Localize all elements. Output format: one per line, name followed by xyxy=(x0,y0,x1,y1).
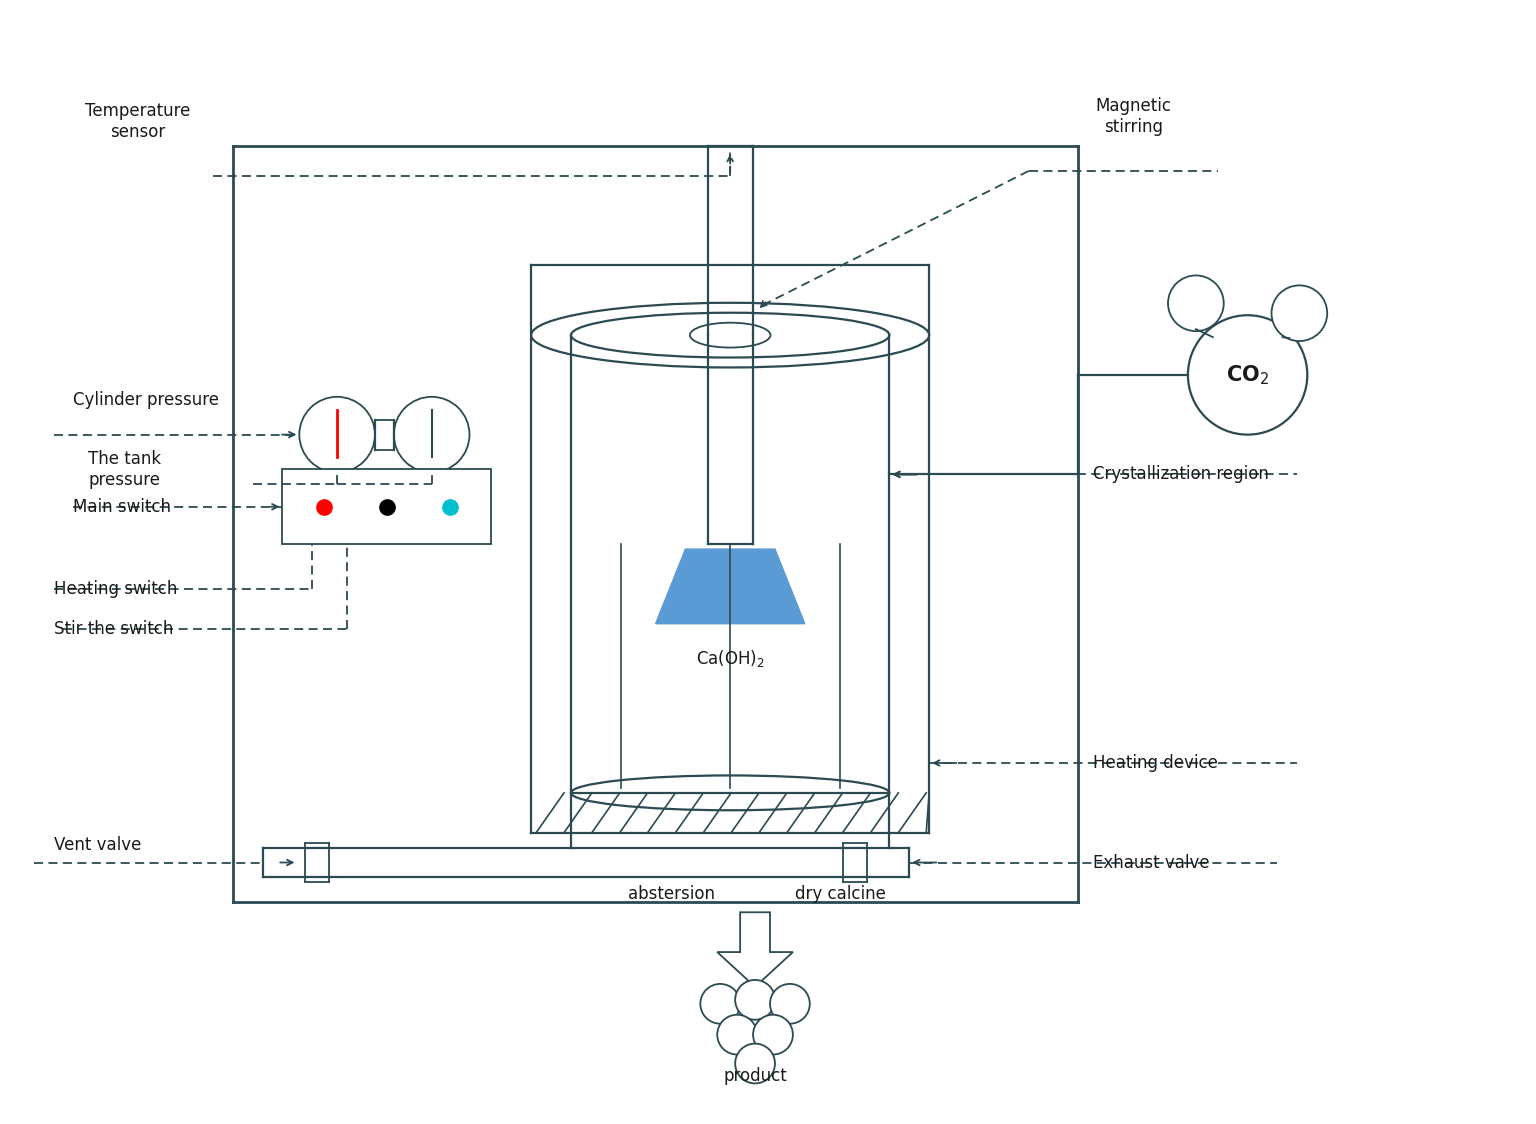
Circle shape xyxy=(700,984,740,1024)
Circle shape xyxy=(736,1043,776,1084)
Text: Main switch: Main switch xyxy=(74,498,172,516)
Circle shape xyxy=(770,984,809,1024)
Text: product: product xyxy=(723,1068,786,1086)
Text: Heating device: Heating device xyxy=(1094,754,1218,772)
Circle shape xyxy=(1272,285,1327,341)
Text: dry calcine: dry calcine xyxy=(794,886,886,904)
Text: Vent valve: Vent valve xyxy=(54,835,141,853)
Text: CO$_2$: CO$_2$ xyxy=(1226,363,1269,387)
Circle shape xyxy=(717,1015,757,1054)
Text: The tank
pressure: The tank pressure xyxy=(89,450,161,489)
Text: Temperature
sensor: Temperature sensor xyxy=(86,102,190,140)
Text: Magnetic
stirring: Magnetic stirring xyxy=(1095,97,1170,136)
Circle shape xyxy=(1167,275,1224,332)
Circle shape xyxy=(300,397,375,472)
Text: Ca(OH)$_2$: Ca(OH)$_2$ xyxy=(696,649,765,669)
Text: Heating switch: Heating switch xyxy=(54,580,177,598)
Polygon shape xyxy=(717,913,793,987)
Text: abstersion: abstersion xyxy=(628,886,716,904)
Polygon shape xyxy=(656,549,805,624)
Circle shape xyxy=(753,1015,793,1054)
Text: Stir the switch: Stir the switch xyxy=(54,619,174,637)
Text: Crystallization region: Crystallization region xyxy=(1094,465,1269,483)
Circle shape xyxy=(1187,315,1307,435)
Circle shape xyxy=(393,397,470,472)
Text: Cylinder pressure: Cylinder pressure xyxy=(74,391,220,409)
Circle shape xyxy=(736,980,776,1019)
Text: Exhaust valve: Exhaust valve xyxy=(1094,853,1210,871)
Bar xyxy=(283,470,492,544)
